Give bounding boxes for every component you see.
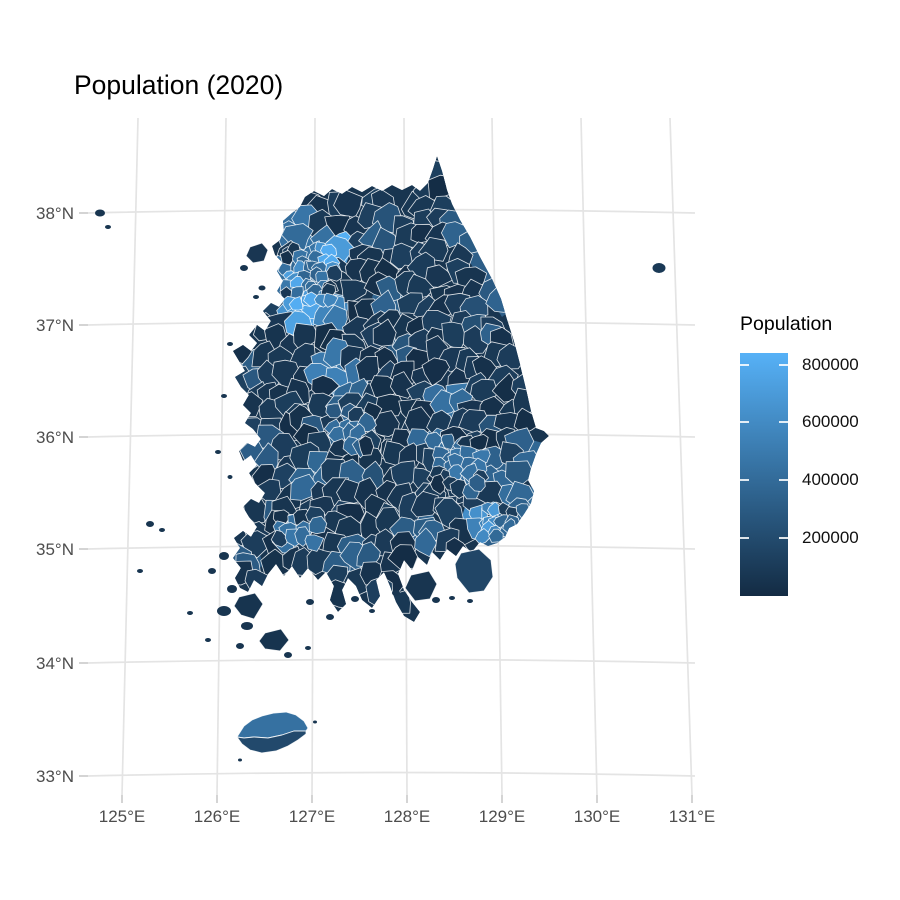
island xyxy=(146,521,154,527)
gridline-parallel xyxy=(87,658,696,664)
x-axis-label: 126°E xyxy=(194,807,241,826)
island xyxy=(241,622,253,630)
map-cell xyxy=(440,433,455,450)
legend-tick xyxy=(779,537,788,540)
island-geoje xyxy=(454,548,494,594)
map-cell xyxy=(326,579,356,609)
map-cell xyxy=(325,403,343,419)
gridline-meridian xyxy=(216,117,227,796)
gridline-parallel xyxy=(87,771,696,777)
island xyxy=(258,285,266,291)
map-cell xyxy=(326,264,343,282)
legend-tick-label: 200000 xyxy=(802,528,859,548)
legend-tick xyxy=(740,479,749,482)
map-cell xyxy=(449,478,468,499)
map-cell xyxy=(288,296,304,311)
gridline-meridian xyxy=(669,117,693,796)
island xyxy=(467,599,473,603)
islands xyxy=(95,209,666,762)
map-cell xyxy=(356,541,381,568)
map-cell xyxy=(468,473,486,492)
island-ganghwa xyxy=(245,242,269,264)
island xyxy=(240,265,248,271)
island xyxy=(284,652,292,658)
island-jindo xyxy=(233,592,264,620)
x-axis-label: 127°E xyxy=(289,807,336,826)
island-wando xyxy=(258,628,290,652)
map-cell xyxy=(414,527,438,558)
island xyxy=(392,590,400,596)
map-cell xyxy=(369,375,399,399)
island xyxy=(227,475,233,479)
map-cell xyxy=(372,318,397,347)
island xyxy=(236,643,244,649)
axes: 125°E 126°E 127°E 128°E 129°E 130°E 131°E 38°N 3… xyxy=(36,204,715,826)
map-cell xyxy=(358,435,375,456)
legend-title: Population xyxy=(740,313,833,335)
map-cell xyxy=(474,528,491,545)
korea-mainland xyxy=(233,156,549,622)
legend-colorbar xyxy=(740,353,788,596)
y-axis-label: 33°N xyxy=(36,767,74,786)
x-axis-label: 130°E xyxy=(574,807,621,826)
island xyxy=(238,758,242,762)
island xyxy=(449,596,455,600)
y-axis-label: 38°N xyxy=(36,204,74,223)
island xyxy=(159,528,165,532)
island xyxy=(326,614,334,620)
map-cell xyxy=(333,188,363,219)
island xyxy=(95,209,105,217)
map-cell xyxy=(308,515,328,535)
island xyxy=(221,394,227,398)
island xyxy=(351,596,359,602)
legend-tick-label: 800000 xyxy=(802,354,859,374)
legend-tick xyxy=(779,479,788,482)
legend-tick xyxy=(740,537,749,540)
map-cell xyxy=(303,291,319,308)
island xyxy=(432,597,440,603)
legend-tick xyxy=(740,421,749,424)
island xyxy=(305,646,311,650)
y-axis-label: 36°N xyxy=(36,428,74,447)
legend-tick-label: 600000 xyxy=(802,412,859,432)
island xyxy=(205,638,211,642)
plot-title: Population (2020) xyxy=(74,70,284,100)
island xyxy=(652,263,666,273)
y-axis-label: 37°N xyxy=(36,316,74,335)
legend-tick xyxy=(779,363,788,366)
island xyxy=(187,611,193,615)
map-cell xyxy=(304,534,325,552)
map-cell xyxy=(323,292,339,308)
map-cell xyxy=(339,279,370,304)
legend-tick xyxy=(779,421,788,424)
island xyxy=(219,552,229,560)
island xyxy=(215,450,221,454)
y-axis-label: 34°N xyxy=(36,654,74,673)
island xyxy=(313,720,317,724)
map-cell xyxy=(270,529,289,548)
island xyxy=(369,609,375,613)
island xyxy=(227,585,237,593)
gridline-meridian xyxy=(121,117,139,796)
island xyxy=(227,342,233,346)
island-namhae xyxy=(404,570,438,602)
y-axis-label: 35°N xyxy=(36,540,74,559)
map-cell xyxy=(421,357,451,387)
island xyxy=(217,606,231,616)
gridline-meridian xyxy=(580,117,598,796)
island-seogwipo xyxy=(236,730,307,754)
island xyxy=(105,225,111,229)
legend-tick xyxy=(740,363,749,366)
x-axis-label: 129°E xyxy=(479,807,526,826)
island xyxy=(253,295,259,299)
x-axis-label: 128°E xyxy=(384,807,431,826)
island xyxy=(208,568,216,574)
legend-tick-label: 400000 xyxy=(802,470,859,490)
island xyxy=(306,599,314,605)
x-axis-label: 131°E xyxy=(669,807,716,826)
x-axis-label: 125°E xyxy=(99,807,146,826)
island xyxy=(137,569,143,573)
